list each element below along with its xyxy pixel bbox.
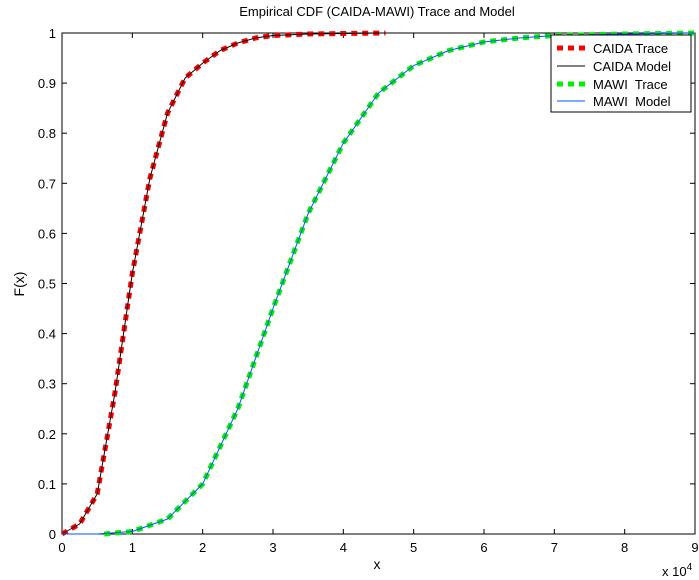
legend-label-mawi-model: MAWI Model <box>593 94 671 109</box>
series-layer <box>60 30 696 537</box>
x-tick-label: 1 <box>129 540 136 555</box>
x-tick-label: 5 <box>410 540 417 555</box>
x-tick-label: 8 <box>621 540 628 555</box>
x-tick-label: 9 <box>691 540 698 555</box>
plot-area <box>61 32 696 535</box>
x-axis-ticks: 0 1 2 3 4 5 6 7 8 9 <box>58 33 699 555</box>
chart-title: Empirical CDF (CAIDA-MAWI) Trace and Mod… <box>239 4 515 19</box>
y-tick-label: 0 <box>49 527 56 542</box>
series-line-mawi-model <box>62 32 696 535</box>
y-axis-label: F(x) <box>11 272 27 297</box>
y-tick-label: 1 <box>49 26 56 41</box>
legend-box <box>550 34 692 113</box>
x-multiplier: x 104 <box>662 562 693 579</box>
y-tick-label: 0.7 <box>38 176 56 191</box>
x-multiplier-base: x 10 <box>662 564 687 579</box>
x-tick-label: 0 <box>58 540 65 555</box>
legend-label-mawi-trace: MAWI Trace <box>593 77 668 92</box>
y-tick-label: 0.9 <box>38 76 56 91</box>
x-tick-label: 7 <box>551 540 558 555</box>
y-tick-label: 0.6 <box>38 226 56 241</box>
y-axis-ticks: 0 0.1 0.2 0.3 0.4 0.5 0.6 0.7 0.8 0.9 1 <box>38 26 695 542</box>
y-tick-label: 0.4 <box>38 327 56 342</box>
x-tick-label: 3 <box>269 540 276 555</box>
series-line-caida-model <box>61 32 386 535</box>
legend: CAIDA Trace CAIDA Model MAWI Trace MAWI … <box>550 34 692 113</box>
y-tick-label: 0.2 <box>38 427 56 442</box>
x-axis-label: x <box>374 556 381 572</box>
x-tick-label: 4 <box>340 540 347 555</box>
legend-label-caida-model: CAIDA Model <box>593 59 671 74</box>
y-tick-label: 0.8 <box>38 126 56 141</box>
x-tick-label: 2 <box>199 540 206 555</box>
x-multiplier-exponent: 4 <box>687 562 693 573</box>
y-tick-label: 0.1 <box>38 477 56 492</box>
y-tick-label: 0.5 <box>38 277 56 292</box>
x-tick-label: 6 <box>480 540 487 555</box>
legend-label-caida-trace: CAIDA Trace <box>593 41 668 56</box>
y-tick-label: 0.3 <box>38 377 56 392</box>
